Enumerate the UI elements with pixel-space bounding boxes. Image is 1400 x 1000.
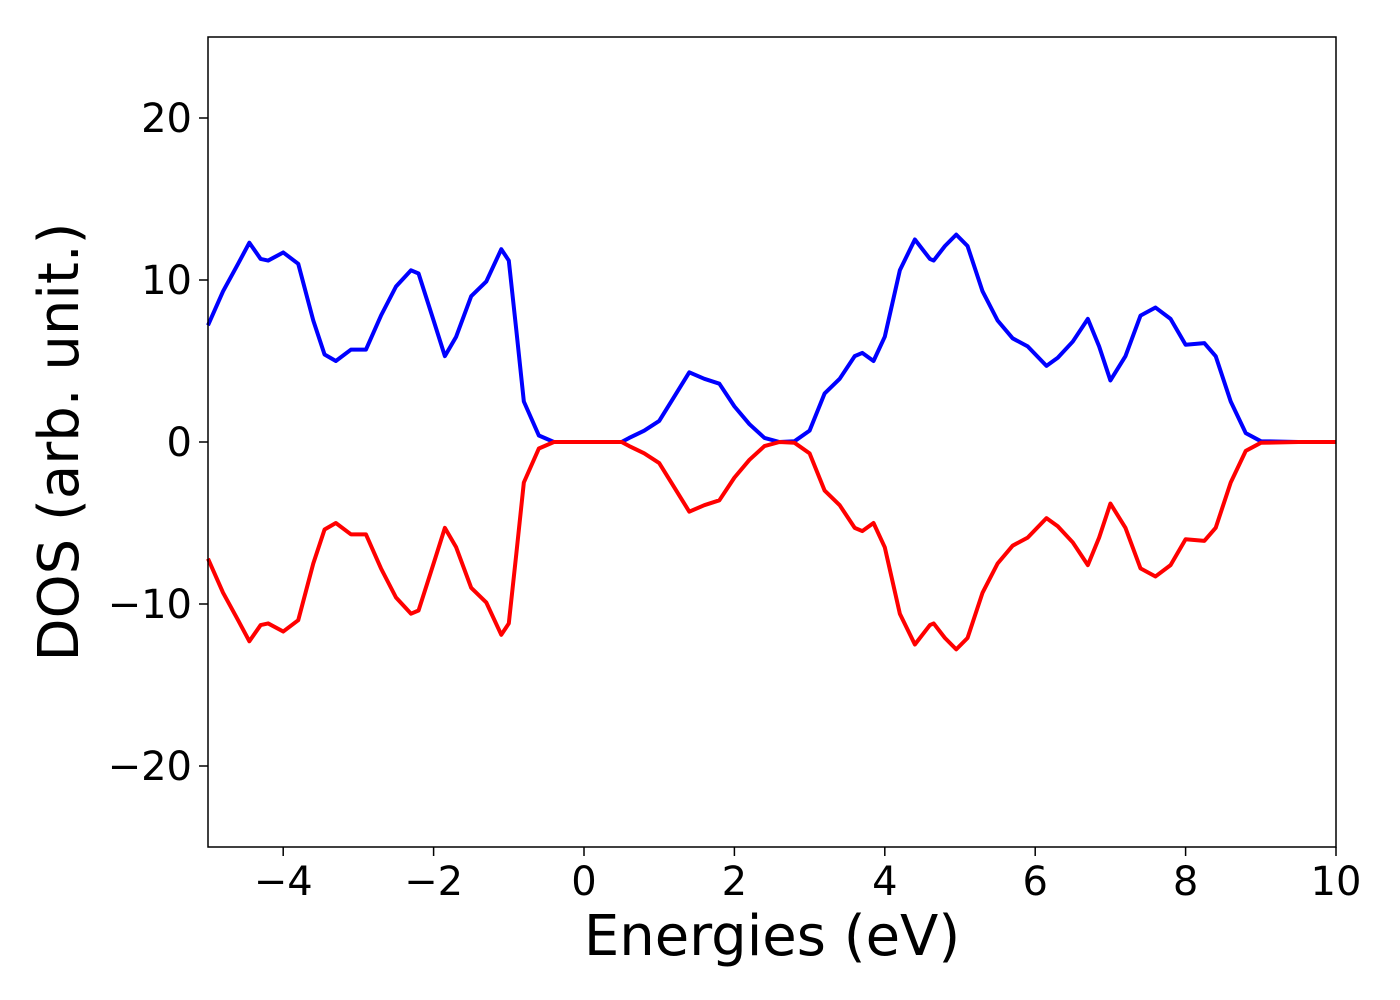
y-tick-label: 0 [167,420,192,466]
x-tick-label: 10 [1311,859,1362,905]
plot-frame [207,36,1337,848]
x-axis-label: Energies (eV) [584,904,960,969]
x-tick-label: 0 [571,859,596,905]
x-tick-label: 4 [872,859,897,905]
x-tick-label: 2 [722,859,747,905]
x-tick-label: −4 [254,859,313,905]
x-tick-label: 8 [1173,859,1198,905]
y-tick-label: 10 [141,258,192,304]
y-tick-label: −20 [108,744,192,790]
dos-line [206,232,1336,444]
y-tick-label: −10 [108,582,192,628]
x-tick-label: 6 [1022,859,1047,905]
y-axis-label: DOS (arb. unit.) [27,222,92,661]
dos-line [206,440,1336,652]
y-tick-label: 20 [141,96,192,142]
x-tick-label: −2 [404,859,463,905]
